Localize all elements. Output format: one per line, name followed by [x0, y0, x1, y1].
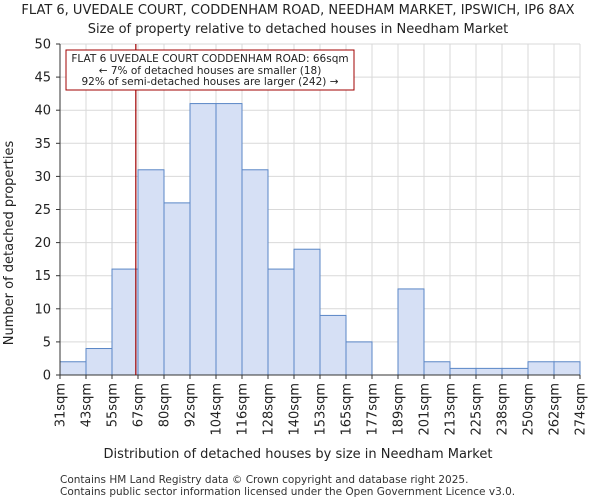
x-tick-label-20: 274sqm: [574, 383, 589, 436]
bar-18: [527, 361, 555, 376]
chart-subtitle: Size of property relative to detached ho…: [88, 22, 508, 37]
bar-13: [397, 288, 425, 376]
y-tick-label-8: 40: [34, 104, 51, 119]
x-tick-label-13: 189sqm: [392, 383, 407, 436]
footer-line-1: Contains HM Land Registry data © Crown c…: [60, 474, 468, 486]
x-tick-label-9: 140sqm: [288, 383, 303, 436]
bar-4: [163, 202, 191, 376]
y-tick-label-0: 0: [43, 369, 51, 384]
annotation-line-1: FLAT 6 UVEDALE COURT CODDENHAM ROAD: 66s…: [71, 53, 348, 65]
x-tick-label-0: 31sqm: [54, 383, 69, 427]
x-tick-label-4: 80sqm: [158, 383, 173, 427]
bar-5: [189, 103, 217, 376]
annotation-box: FLAT 6 UVEDALE COURT CODDENHAM ROAD: 66s…: [65, 49, 355, 91]
bar-2: [111, 268, 139, 376]
bar-6: [215, 103, 243, 376]
y-tick-label-1: 5: [43, 335, 51, 350]
annotation-line-2: ← 7% of detached houses are smaller (18): [99, 65, 322, 77]
x-tick-labels: 31sqm 43sqm 55sqm 67sqm 80sqm 92sqm 104sqm 116s…: [54, 375, 589, 436]
bar-7: [241, 169, 269, 376]
x-tick-label-5: 92sqm: [184, 383, 199, 427]
annotation-line-3: 92% of semi-detached houses are larger (…: [82, 76, 339, 88]
y-tick-label-6: 30: [34, 170, 51, 185]
x-tick-label-16: 225sqm: [470, 383, 485, 436]
y-tick-label-3: 15: [34, 269, 51, 284]
x-tick-label-15: 213sqm: [444, 383, 459, 436]
bar-3: [137, 169, 165, 376]
x-tick-label-11: 165sqm: [340, 383, 355, 436]
x-axis-label: Distribution of detached houses by size …: [104, 447, 493, 462]
bar-8: [267, 268, 295, 376]
annotation-border: [65, 49, 355, 91]
y-tick-label-9: 45: [34, 71, 51, 86]
bars: [59, 103, 581, 376]
x-tick-label-19: 262sqm: [548, 383, 563, 436]
x-tick-label-6: 104sqm: [210, 383, 225, 436]
bar-15: [449, 367, 477, 376]
y-tick-label-5: 25: [34, 203, 51, 218]
x-tick-label-12: 177sqm: [366, 383, 381, 436]
bar-16: [475, 367, 503, 376]
bar-0: [59, 361, 87, 376]
bar-14: [423, 361, 451, 376]
y-tick-label-2: 10: [34, 302, 51, 317]
bar-10: [319, 314, 347, 376]
y-tick-label-10: 50: [34, 38, 51, 53]
y-tick-labels: 0 5 10 15 20 25 30 35 40 45 50: [34, 38, 60, 384]
bar-1: [85, 348, 113, 376]
bar-17: [501, 367, 529, 376]
x-tick-label-3: 67sqm: [132, 383, 147, 427]
x-tick-label-17: 238sqm: [496, 383, 511, 436]
x-tick-label-18: 250sqm: [522, 383, 537, 436]
y-tick-label-7: 35: [34, 137, 51, 152]
x-tick-label-7: 116sqm: [236, 383, 251, 436]
x-tick-label-2: 55sqm: [106, 383, 121, 427]
bar-11: [345, 341, 373, 376]
y-tick-label-4: 20: [34, 236, 51, 251]
y-axis-label: Number of detached properties: [2, 141, 17, 346]
footer-line-2: Contains public sector information licen…: [60, 486, 515, 498]
x-tick-label-14: 201sqm: [418, 383, 433, 436]
chart-title: FLAT 6, UVEDALE COURT, CODDENHAM ROAD, N…: [21, 3, 574, 18]
bar-19: [553, 361, 581, 376]
x-tick-label-10: 153sqm: [314, 383, 329, 436]
x-tick-label-1: 43sqm: [80, 383, 95, 427]
bar-9: [293, 248, 321, 376]
x-tick-label-8: 128sqm: [262, 383, 277, 436]
